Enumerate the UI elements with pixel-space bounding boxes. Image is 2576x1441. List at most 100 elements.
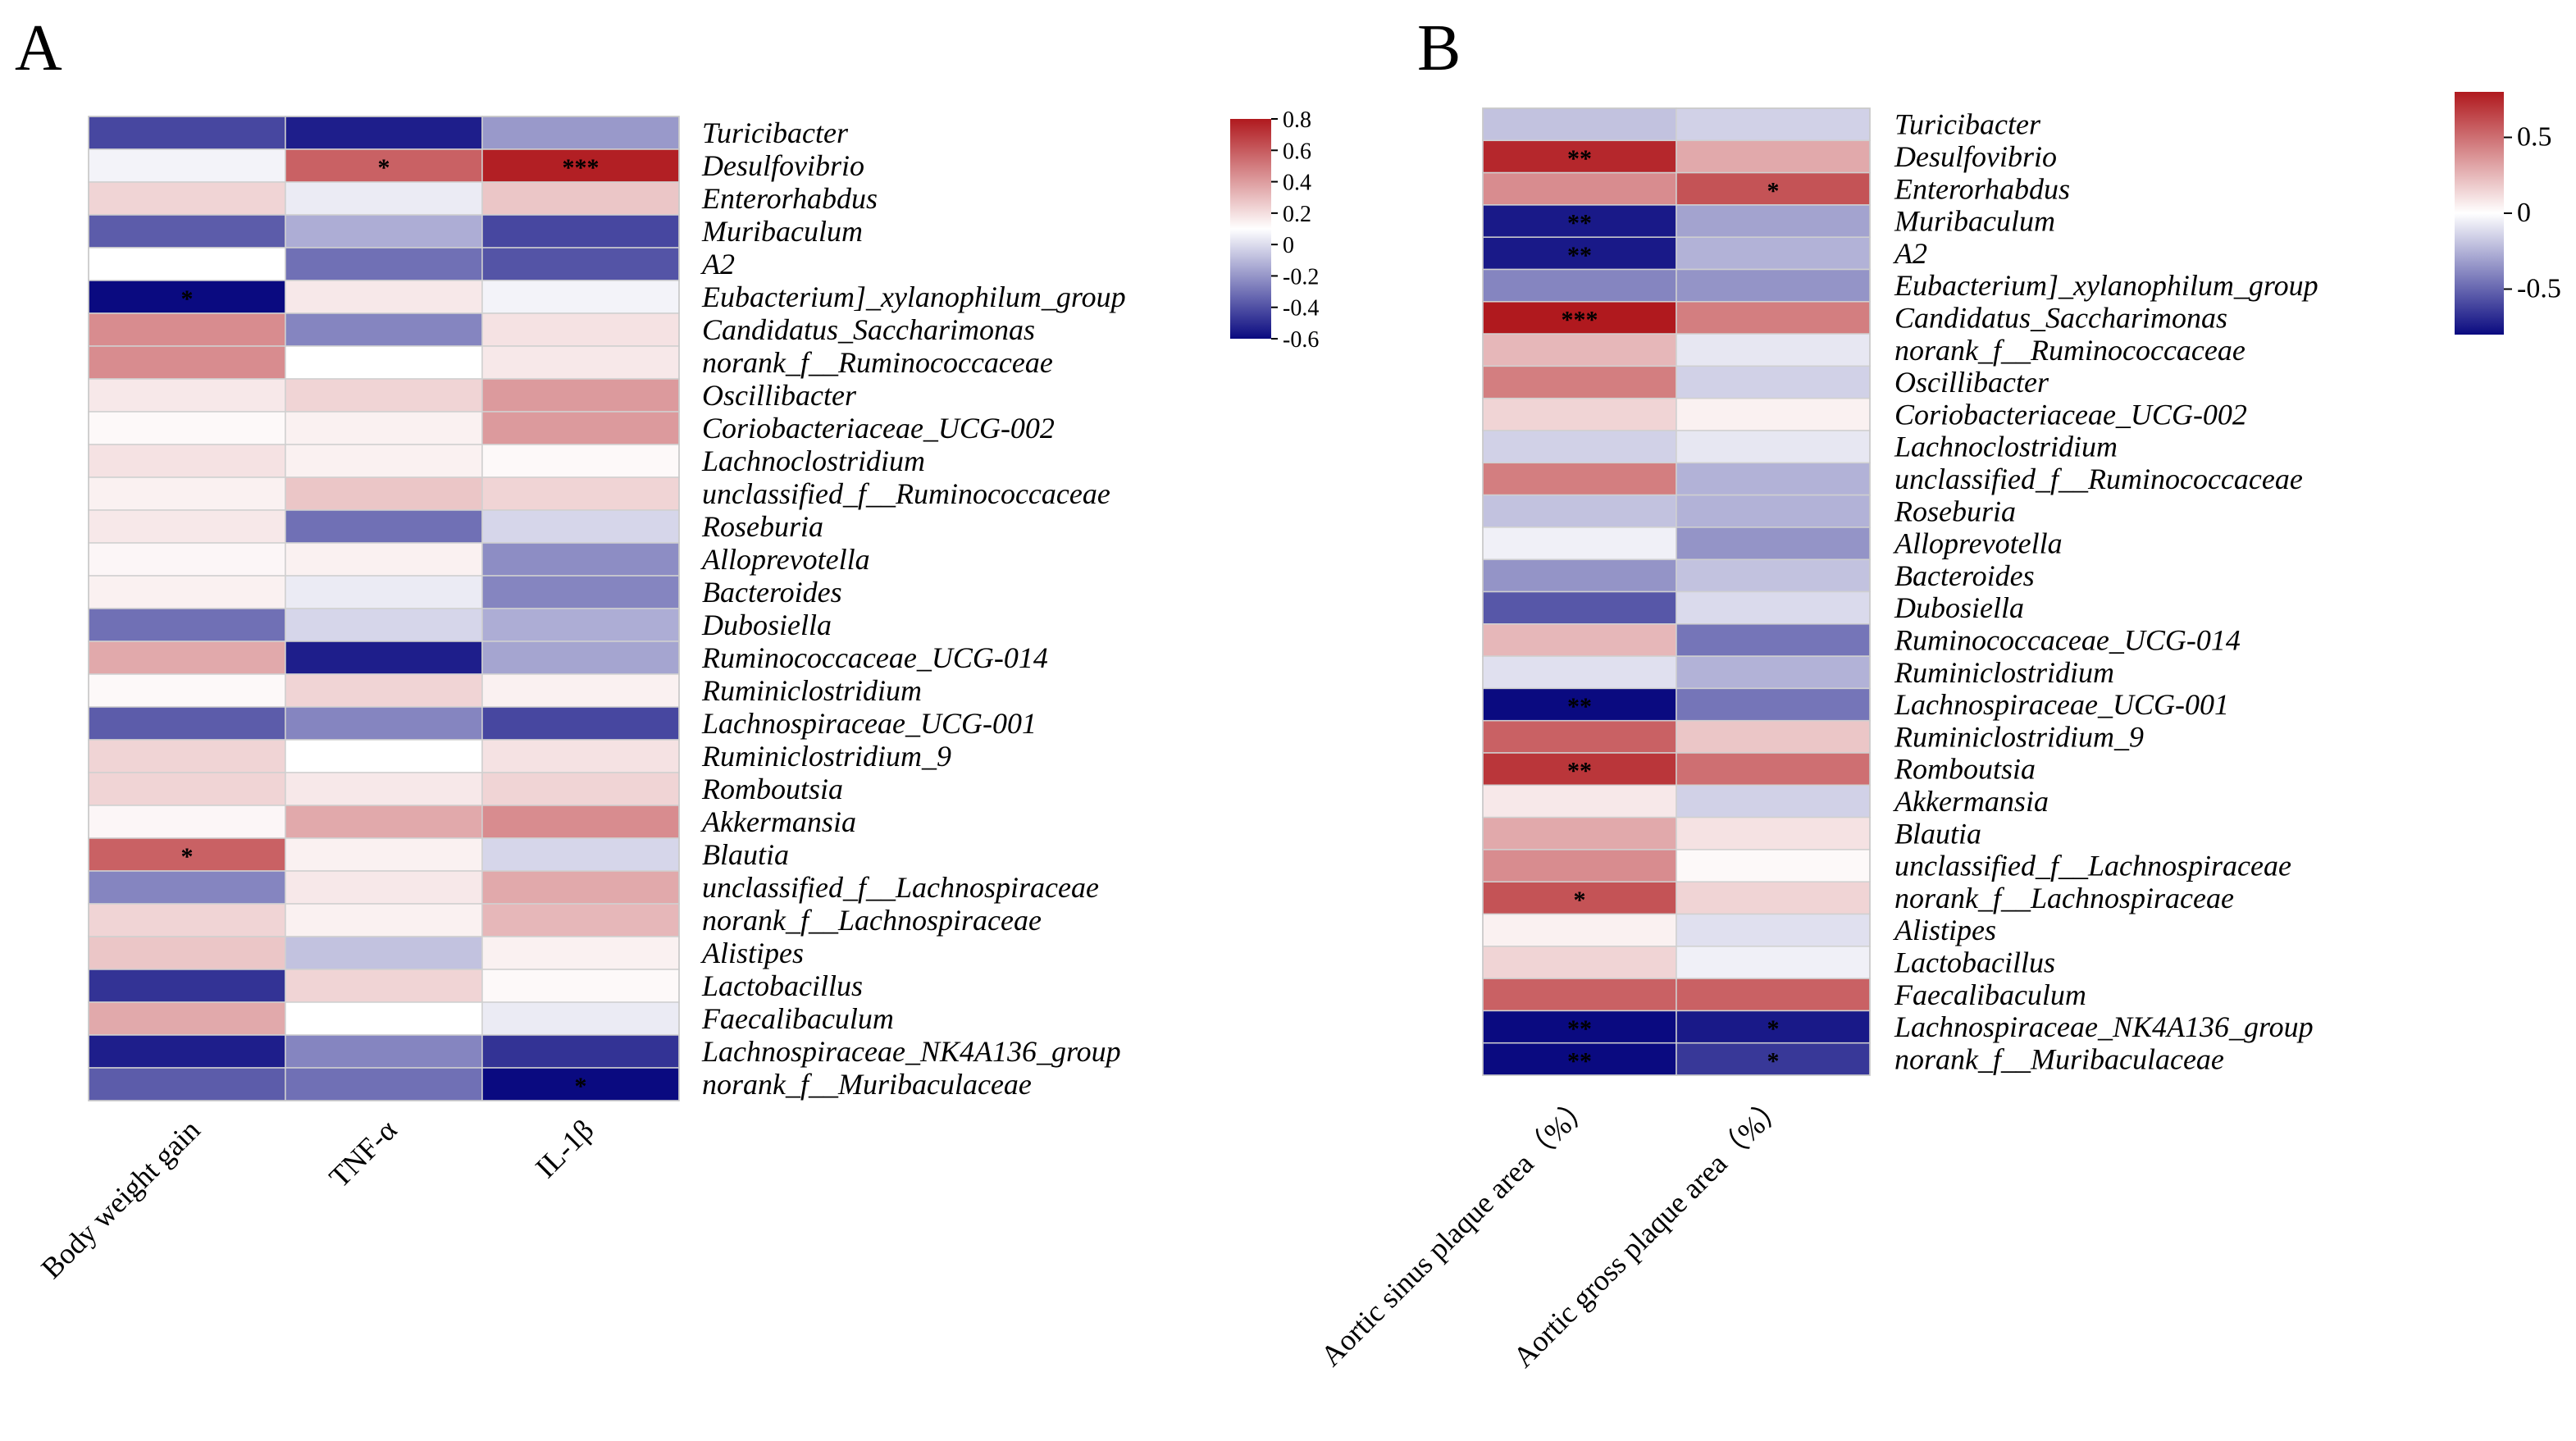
heatmap-cell-blautia-1 bbox=[1676, 816, 1871, 850]
heatmap-cell-unclassified-f-lachnospiraceae-1 bbox=[1676, 849, 1871, 882]
column-label-2: IL-1β bbox=[529, 1113, 600, 1183]
row-label-coriobacteriaceae-ucg-002: Coriobacteriaceae_UCG-002 bbox=[1894, 398, 2247, 431]
row-label-norank-f-ruminococcaceae: norank_f__Ruminococcaceae bbox=[702, 346, 1053, 379]
heatmap-cell-a2-2 bbox=[481, 247, 680, 281]
row-label-muribaculum: Muribaculum bbox=[1894, 205, 2055, 238]
heatmap-cell-roseburia-0 bbox=[88, 509, 286, 544]
panel-a-letter: A bbox=[15, 12, 62, 84]
heatmap-cell-muribaculum-2 bbox=[481, 214, 680, 249]
heatmap-cell-lactobacillus-0 bbox=[88, 969, 286, 1003]
heatmap-cell-enterorhabdus-1 bbox=[285, 181, 483, 216]
heatmap-cell-a2-0 bbox=[88, 247, 286, 281]
heatmap-cell-lachnoclostridium-0 bbox=[88, 444, 286, 478]
colorbar-tick-label: 0 bbox=[2517, 198, 2531, 228]
heatmap-cell-ruminiclostridium-9-1 bbox=[285, 739, 483, 773]
heatmap-cell-roseburia-1 bbox=[285, 509, 483, 544]
heatmap-cell-ruminiclostridium-2 bbox=[481, 673, 680, 708]
heatmap-cell-norank-f-muribaculaceae-1 bbox=[1676, 1042, 1871, 1076]
heatmap-cell-roseburia-2 bbox=[481, 509, 680, 544]
heatmap-cell-unclassified-f-lachnospiraceae-0 bbox=[88, 870, 286, 905]
row-label-alistipes: Alistipes bbox=[1893, 914, 1996, 946]
column-label-0: Body weight gain bbox=[34, 1113, 206, 1284]
row-label-desulfovibrio: Desulfovibrio bbox=[1894, 140, 2057, 173]
heatmap-cell-unclassified-f-ruminococcaceae-0 bbox=[88, 477, 286, 511]
heatmap-cell-bacteroides-0 bbox=[1482, 559, 1677, 593]
heatmap-cell-turicibacter-0 bbox=[1482, 107, 1677, 142]
colorbar-tick-label: -0.2 bbox=[1283, 264, 1319, 290]
heatmap-cell-ruminiclostridium-9-1 bbox=[1676, 719, 1871, 754]
heatmap-cell-ruminiclostridium-0 bbox=[88, 673, 286, 708]
heatmap-cell-oscillibacter-1 bbox=[285, 378, 483, 413]
significance-marker: ** bbox=[1567, 210, 1592, 237]
heatmap-cell-ruminiclostridium-1 bbox=[1676, 655, 1871, 690]
heatmap-cell-norank-f-lachnospiraceae-1 bbox=[1676, 881, 1871, 915]
heatmap-cell-alloprevotella-1 bbox=[285, 542, 483, 577]
heatmap-cell-norank-f-ruminococcaceae-0 bbox=[88, 345, 286, 380]
row-label-romboutsia: Romboutsia bbox=[701, 773, 843, 805]
heatmap-cell-akkermansia-2 bbox=[481, 805, 680, 839]
significance-marker: * bbox=[575, 1073, 587, 1100]
row-label-coriobacteriaceae-ucg-002: Coriobacteriaceae_UCG-002 bbox=[702, 412, 1055, 445]
heatmap-cell-muribaculum-0 bbox=[88, 214, 286, 249]
heatmap-cell-desulfovibrio-1 bbox=[285, 148, 483, 183]
row-label-faecalibaculum: Faecalibaculum bbox=[1894, 978, 2086, 1011]
heatmap-cell-lachnospiraceae-nk4a136-group-1 bbox=[1676, 1010, 1871, 1044]
heatmap-cell-alloprevotella-0 bbox=[1482, 527, 1677, 560]
significance-marker: * bbox=[1767, 1047, 1780, 1074]
significance-marker: ** bbox=[1567, 1015, 1592, 1042]
significance-marker: * bbox=[181, 285, 194, 312]
colorbar-tick-label: 0.4 bbox=[1283, 171, 1311, 196]
heatmap-cell-eubacterium-xylanophilum-group-2 bbox=[481, 280, 680, 314]
heatmap-cell-coriobacteriaceae-ucg-002-0 bbox=[88, 411, 286, 445]
heatmap-cell-unclassified-f-ruminococcaceae-2 bbox=[481, 477, 680, 511]
significance-marker: *** bbox=[1562, 306, 1598, 333]
row-label-muribaculum: Muribaculum bbox=[701, 215, 863, 248]
significance-marker: * bbox=[1767, 1015, 1780, 1042]
heatmap-cell-candidatus-saccharimonas-1 bbox=[1676, 301, 1871, 335]
row-label-alistipes: Alistipes bbox=[700, 937, 804, 969]
heatmap-cell-ruminococcaceae-ucg-014-1 bbox=[285, 641, 483, 675]
heatmap-cell-blautia-1 bbox=[285, 837, 483, 872]
heatmap-cell-akkermansia-1 bbox=[285, 805, 483, 839]
heatmap-cell-romboutsia-0 bbox=[88, 772, 286, 806]
colorbar bbox=[2455, 92, 2504, 335]
heatmap-cell-lachnospiraceae-nk4a136-group-0 bbox=[88, 1034, 286, 1069]
heatmap-cell-lachnospiraceae-nk4a136-group-2 bbox=[481, 1034, 680, 1069]
heatmap-cell-ruminiclostridium-9-0 bbox=[1482, 719, 1677, 754]
heatmap-cell-oscillibacter-0 bbox=[88, 378, 286, 413]
heatmap-cell-lachnoclostridium-1 bbox=[285, 444, 483, 478]
heatmap-cell-alloprevotella-1 bbox=[1676, 527, 1871, 560]
row-label-unclassified-f-lachnospiraceae: unclassified_f__Lachnospiraceae bbox=[702, 871, 1099, 904]
heatmap-cell-unclassified-f-ruminococcaceae-1 bbox=[285, 477, 483, 511]
row-label-roseburia: Roseburia bbox=[701, 510, 823, 543]
heatmap-cell-unclassified-f-ruminococcaceae-1 bbox=[1676, 462, 1871, 496]
row-label-alloprevotella: Alloprevotella bbox=[1893, 527, 2063, 560]
heatmap-cell-eubacterium-xylanophilum-group-1 bbox=[285, 280, 483, 314]
heatmap-cell-turicibacter-2 bbox=[481, 116, 680, 150]
heatmap-cell-enterorhabdus-0 bbox=[88, 181, 286, 216]
row-label-blautia: Blautia bbox=[1894, 817, 1981, 850]
row-label-unclassified-f-ruminococcaceae: unclassified_f__Ruminococcaceae bbox=[1894, 463, 2303, 495]
heatmap-cell-ruminococcaceae-ucg-014-2 bbox=[481, 641, 680, 675]
row-label-oscillibacter: Oscillibacter bbox=[1894, 366, 2049, 399]
row-label-alloprevotella: Alloprevotella bbox=[700, 543, 870, 576]
row-label-akkermansia: Akkermansia bbox=[1893, 785, 2049, 818]
heatmap-cell-ruminiclostridium-0 bbox=[1482, 655, 1677, 690]
heatmap-cell-roseburia-1 bbox=[1676, 494, 1871, 528]
row-label-turicibacter: Turicibacter bbox=[1894, 108, 2041, 141]
row-label-ruminiclostridium-9: Ruminiclostridium_9 bbox=[701, 740, 951, 773]
colorbar-tick-label: -0.6 bbox=[1283, 327, 1319, 353]
row-label-norank-f-ruminococcaceae: norank_f__Ruminococcaceae bbox=[1894, 334, 2245, 367]
heatmap-cell-romboutsia-2 bbox=[481, 772, 680, 806]
heatmap-cell-alloprevotella-2 bbox=[481, 542, 680, 577]
heatmap-cell-roseburia-0 bbox=[1482, 494, 1677, 528]
heatmap-cell-coriobacteriaceae-ucg-002-0 bbox=[1482, 397, 1677, 431]
row-label-enterorhabdus: Enterorhabdus bbox=[701, 182, 878, 215]
heatmap-cell-oscillibacter-2 bbox=[481, 378, 680, 413]
row-label-ruminiclostridium: Ruminiclostridium bbox=[701, 674, 922, 707]
heatmap-cell-akkermansia-1 bbox=[1676, 784, 1871, 819]
colorbar-tick-label: 0.5 bbox=[2517, 122, 2552, 153]
row-label-norank-f-lachnospiraceae: norank_f__Lachnospiraceae bbox=[702, 904, 1042, 937]
row-label-romboutsia: Romboutsia bbox=[1894, 753, 2036, 786]
heatmap-cell-lachnospiraceae-ucg-001-1 bbox=[285, 706, 483, 741]
